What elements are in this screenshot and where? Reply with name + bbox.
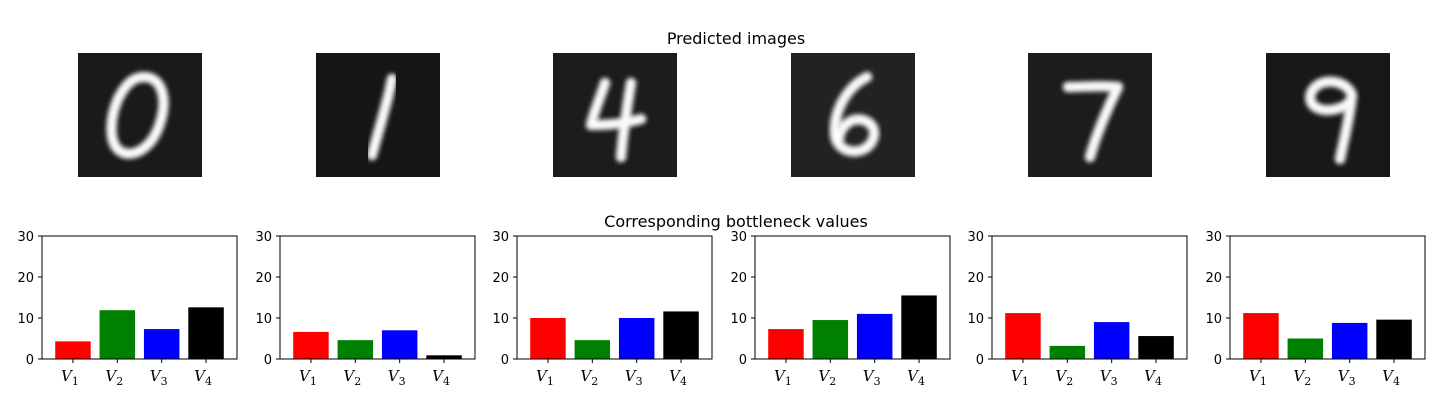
x-tick-label: V4	[432, 367, 450, 388]
bar-v1	[1243, 313, 1279, 359]
y-tick-label: 30	[967, 230, 984, 245]
x-tick-label: V2	[818, 367, 836, 388]
bar-v1	[293, 331, 329, 359]
bar-chart-6: V1 V2 V3 V4 0 10 20 30	[1205, 230, 1426, 388]
x-tick-label: V4	[1382, 367, 1400, 388]
bar-v4	[426, 355, 462, 359]
predicted-image-6	[791, 53, 915, 177]
x-tick-label: V1	[536, 367, 554, 388]
y-tick-label: 20	[730, 271, 747, 286]
bar-v2	[99, 310, 136, 359]
predicted-image-4	[553, 53, 677, 177]
y-tick-label: 0	[501, 353, 509, 368]
y-tick-label: 10	[492, 312, 509, 327]
bar-v3	[143, 329, 180, 359]
bar-v3	[1331, 322, 1368, 359]
bar-v2	[812, 320, 849, 359]
bar-v2	[1287, 338, 1324, 359]
axes-frame	[754, 235, 951, 360]
x-tick-label: V3	[625, 367, 643, 388]
bar-v4	[1138, 336, 1174, 359]
y-tick-label: 20	[1205, 271, 1222, 286]
bar-v4	[901, 295, 937, 359]
y-tick-label: 10	[967, 312, 984, 327]
x-tick-label: V1	[774, 367, 792, 388]
y-tick-label: 0	[264, 353, 272, 368]
bar-chart-5: V1 V2 V3 V4 0 10 20 30	[967, 230, 1188, 388]
y-tick-label: 20	[492, 271, 509, 286]
axes-frame	[279, 235, 476, 360]
x-tick-label: V4	[907, 367, 925, 388]
y-tick-label: 0	[739, 353, 747, 368]
x-tick-label: V2	[1055, 367, 1073, 388]
bar-v1	[768, 329, 804, 359]
predicted-image-9	[1266, 53, 1390, 177]
bar-chart-2: V1 V2 V3 V4 0 10 20 30	[255, 230, 476, 388]
bar-v3	[856, 313, 893, 359]
x-tick-label: V4	[1144, 367, 1162, 388]
x-tick-label: V4	[669, 367, 687, 388]
x-tick-label: V4	[194, 367, 212, 388]
x-tick-label: V1	[61, 367, 79, 388]
x-tick-label: V3	[388, 367, 406, 388]
axes-frame	[516, 235, 713, 360]
y-tick-label: 0	[26, 353, 34, 368]
x-tick-label: V3	[1100, 367, 1118, 388]
x-tick-label: V2	[105, 367, 123, 388]
axes-frame	[991, 235, 1188, 360]
y-tick-label: 10	[1205, 312, 1222, 327]
bar-v1	[530, 318, 566, 359]
axes-frame	[41, 235, 238, 360]
axes-frame	[1229, 235, 1426, 360]
x-tick-label: V1	[1249, 367, 1267, 388]
x-tick-label: V2	[1293, 367, 1311, 388]
y-tick-label: 20	[17, 271, 34, 286]
y-tick-label: 20	[967, 271, 984, 286]
predicted-image-7	[1028, 53, 1152, 177]
y-tick-label: 0	[976, 353, 984, 368]
bar-v1	[55, 341, 91, 359]
x-tick-label: V1	[299, 367, 317, 388]
bar-v3	[618, 318, 655, 359]
bar-v2	[1049, 345, 1086, 359]
predicted-image-1	[316, 53, 440, 177]
y-tick-label: 30	[730, 230, 747, 245]
x-tick-label: V1	[1011, 367, 1029, 388]
y-tick-label: 30	[17, 230, 34, 245]
y-tick-label: 20	[255, 271, 272, 286]
bar-v3	[381, 330, 418, 359]
y-tick-label: 30	[492, 230, 509, 245]
bar-chart-3: V1 V2 V3 V4 0 10 20 30	[492, 230, 713, 388]
bar-v4	[663, 311, 699, 359]
x-tick-label: V3	[1338, 367, 1356, 388]
bar-v4	[188, 307, 224, 359]
x-tick-label: V3	[863, 367, 881, 388]
y-tick-label: 30	[255, 230, 272, 245]
y-tick-label: 30	[1205, 230, 1222, 245]
y-tick-label: 10	[730, 312, 747, 327]
x-tick-label: V2	[343, 367, 361, 388]
bar-v4	[1376, 319, 1412, 359]
y-tick-label: 0	[1214, 353, 1222, 368]
bar-v1	[1005, 313, 1041, 359]
predicted-image-0	[78, 53, 202, 177]
x-tick-label: V3	[150, 367, 168, 388]
y-tick-label: 10	[255, 312, 272, 327]
bar-v3	[1093, 322, 1130, 359]
bar-v2	[574, 340, 611, 359]
predicted-images-title: Predicted images	[666, 29, 806, 48]
bottleneck-values-title: Corresponding bottleneck values	[604, 212, 868, 231]
bar-v2	[337, 340, 374, 359]
y-tick-label: 10	[17, 312, 34, 327]
bar-chart-1: V1 V2 V3 V4 0 10 20 30	[17, 230, 238, 388]
bar-chart-4: V1 V2 V3 V4 0 10 20 30	[730, 230, 951, 388]
x-tick-label: V2	[580, 367, 598, 388]
